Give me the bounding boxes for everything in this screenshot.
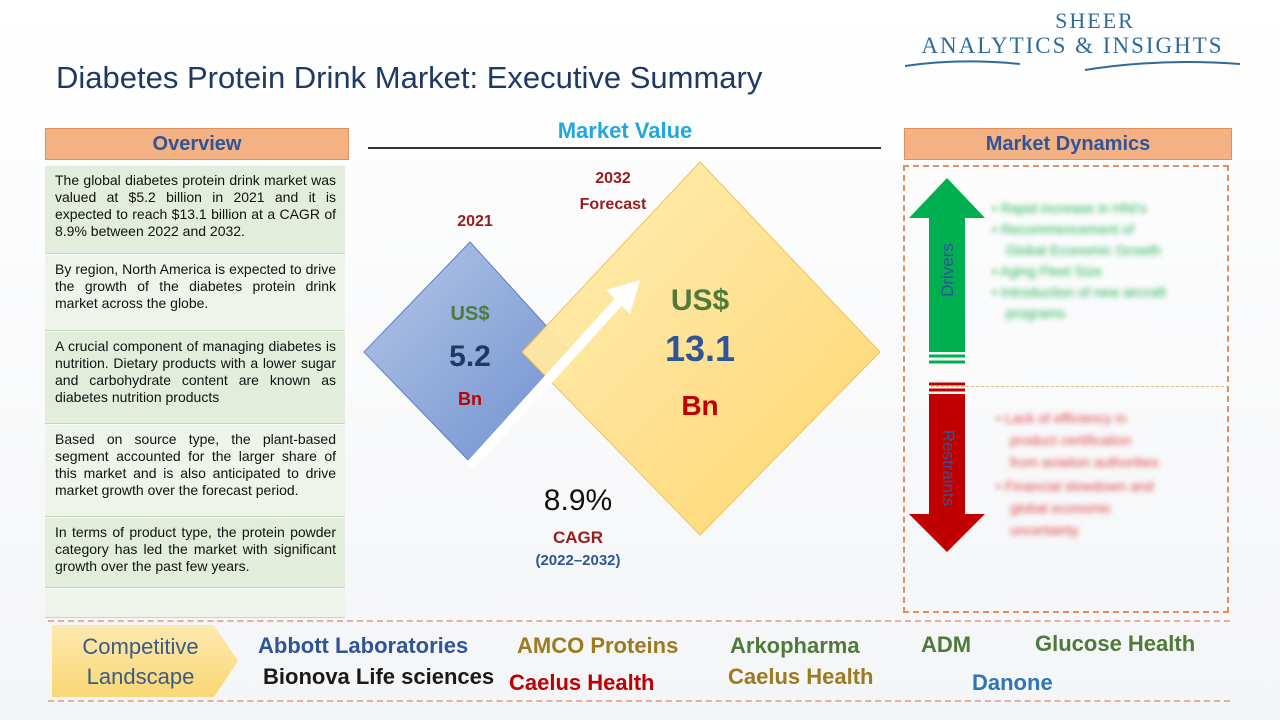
logo-swoosh-icon bbox=[904, 60, 1241, 71]
company-danone: Danone bbox=[972, 670, 1053, 695]
large-unit: Bn bbox=[681, 390, 719, 421]
cagr-value: 8.9% bbox=[543, 484, 613, 517]
driver-line: • Recommencement of bbox=[992, 221, 1134, 237]
overview-panel: The global diabetes protein drink market… bbox=[45, 166, 345, 618]
overview-item-4: Based on source type, the plant-based se… bbox=[45, 425, 345, 517]
year-2021-label: 2021 bbox=[457, 213, 493, 230]
company-caelus-red: Caelus Health bbox=[509, 670, 655, 695]
competitive-strip bbox=[48, 620, 1230, 702]
large-diamond bbox=[521, 161, 881, 536]
restraints-label: Restraints bbox=[939, 429, 958, 507]
forecast-year-label: 2032 bbox=[595, 170, 631, 187]
overview-item-1: The global diabetes protein drink market… bbox=[45, 166, 345, 254]
restraints-label-box: Restraints bbox=[926, 420, 970, 520]
competitive-label-line-2: Landscape bbox=[86, 664, 195, 689]
restraint-line: uncertainty bbox=[1010, 522, 1079, 538]
cagr-period: (2022–2032) bbox=[535, 552, 621, 569]
dynamics-header: Market Dynamics bbox=[904, 128, 1232, 160]
page-title: Diabetes Protein Drink Market: Executive… bbox=[56, 60, 763, 95]
company-arkopharma: Arkopharma bbox=[730, 633, 860, 658]
drivers-label-box: Drivers bbox=[926, 232, 970, 312]
company-adm: ADM bbox=[921, 632, 972, 657]
competitive-chevron-icon bbox=[52, 625, 238, 697]
company-caelus-gold: Caelus Health bbox=[728, 664, 874, 689]
forecast-label: Forecast bbox=[579, 196, 647, 213]
large-value: 13.1 bbox=[664, 328, 736, 369]
overview-item-3: A crucial component of managing diabetes… bbox=[45, 332, 345, 424]
drivers-label: Drivers bbox=[938, 243, 957, 297]
restraints-down-arrow-icon bbox=[909, 394, 985, 552]
market-value-divider bbox=[368, 147, 881, 149]
overview-item-2: By region, North America is expected to … bbox=[45, 255, 345, 331]
logo-line-1: SHEER bbox=[1055, 8, 1135, 33]
company-glucose-health: Glucose Health bbox=[1035, 631, 1196, 656]
logo-line-2: ANALYTICS & INSIGHTS bbox=[921, 33, 1224, 58]
company-abbott: Abbott Laboratories bbox=[258, 633, 469, 658]
market-value-graphic bbox=[363, 161, 881, 536]
dynamics-divider bbox=[931, 386, 1229, 387]
competitive-label-line-1: Competitive bbox=[82, 634, 199, 659]
company-amco: AMCO Proteins bbox=[517, 633, 679, 658]
dynamics-arrows bbox=[909, 178, 985, 552]
dynamics-panel bbox=[903, 165, 1229, 613]
company-bionova: Bionova Life sciences bbox=[263, 664, 495, 689]
small-currency: US$ bbox=[450, 303, 490, 325]
cagr-label: CAGR bbox=[552, 528, 604, 547]
restraint-line: • Lack of efficiency in bbox=[996, 410, 1127, 426]
large-currency: US$ bbox=[670, 284, 730, 317]
driver-line: Global Economic Growth bbox=[1006, 242, 1161, 258]
small-unit: Bn bbox=[458, 389, 482, 409]
overview-item-6 bbox=[45, 589, 345, 618]
restraint-line: product certification bbox=[1010, 432, 1132, 448]
overview-header: Overview bbox=[45, 128, 349, 160]
restraint-line: • Financial slowdown and bbox=[996, 478, 1154, 494]
growth-arrow-icon bbox=[466, 294, 626, 470]
restraint-line: from aviation authorities bbox=[1010, 454, 1159, 470]
drivers-up-arrow-icon bbox=[909, 178, 985, 352]
restraint-line: global economic bbox=[1010, 500, 1112, 516]
overview-item-5: In terms of product type, the protein po… bbox=[45, 518, 345, 588]
driver-line: • Aging Fleet Size bbox=[992, 263, 1102, 279]
driver-line: programs bbox=[1006, 305, 1066, 321]
competitive-label: Competitive Landscape bbox=[58, 632, 223, 692]
small-value: 5.2 bbox=[449, 340, 491, 373]
driver-line: • Introduction of new aircraft bbox=[992, 284, 1166, 300]
market-value-title: Market Value bbox=[557, 118, 693, 143]
driver-line: • Rapid increase in HNI's bbox=[992, 200, 1147, 216]
